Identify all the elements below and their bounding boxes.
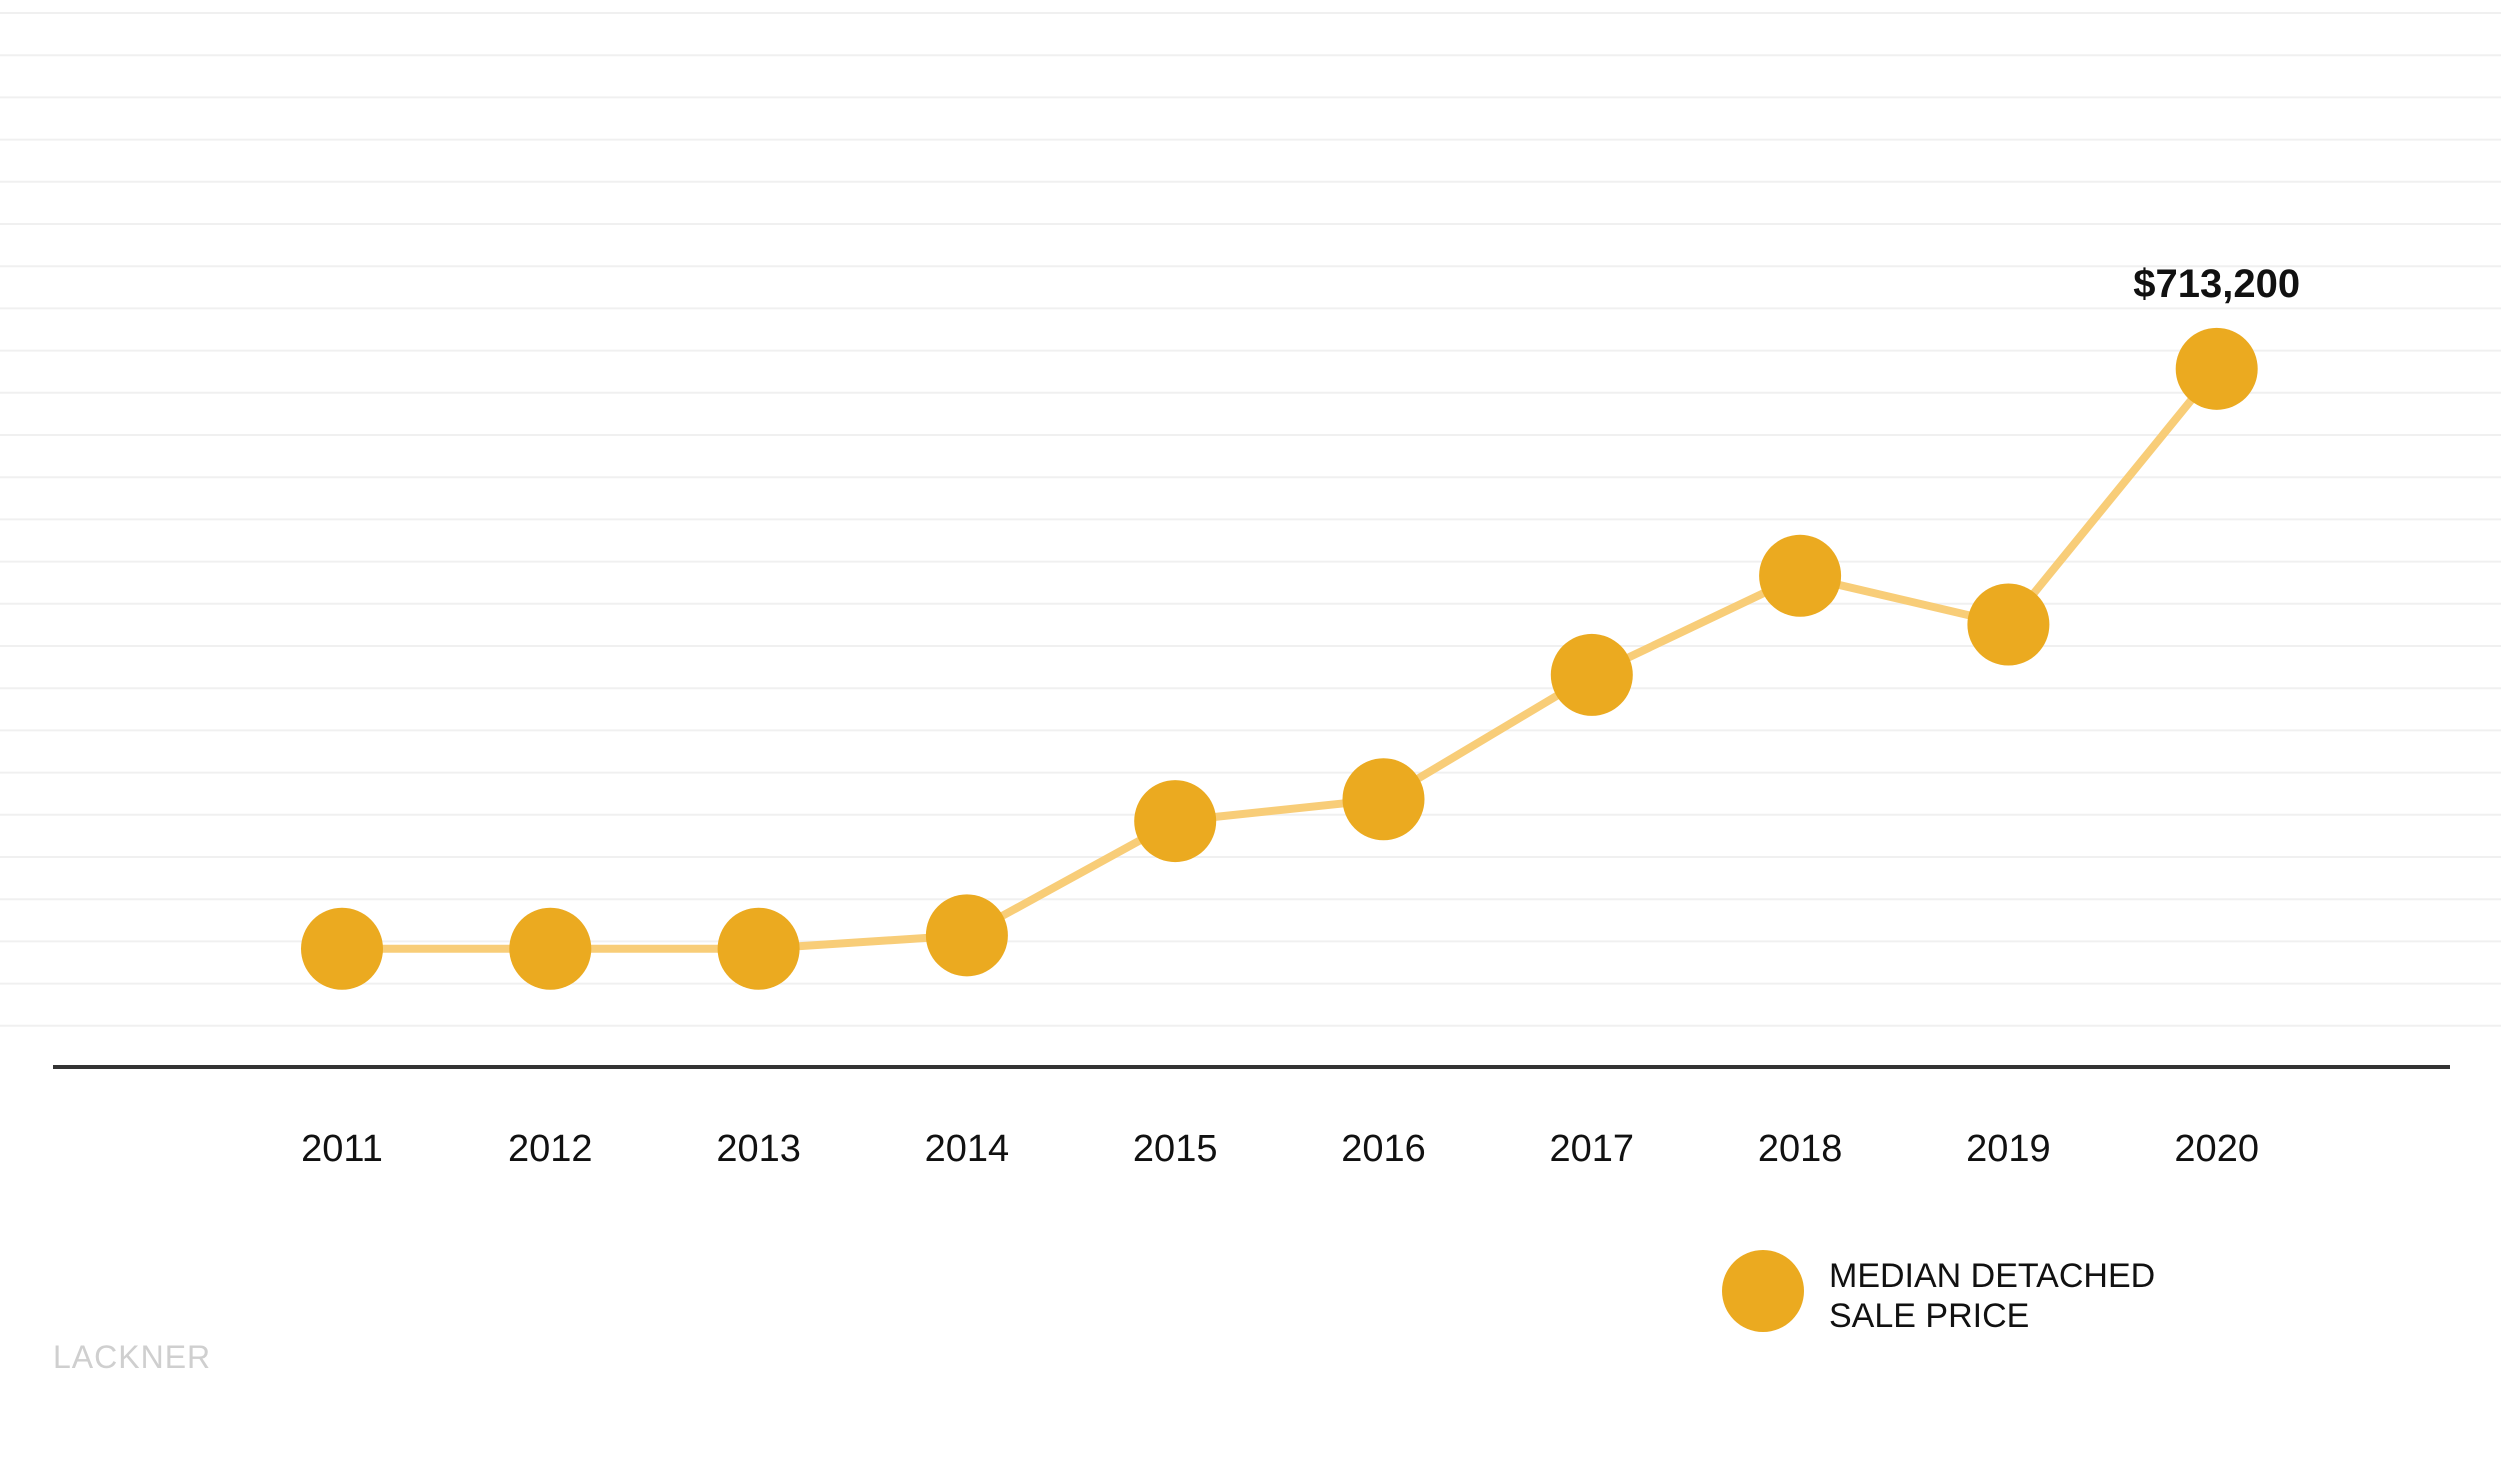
x-tick-labels: 2011 2012 2013 2014 2015 2016 2017 2018 2019 2020	[301, 1128, 2259, 1170]
data-point-2011	[301, 907, 383, 990]
x-tick-label-2013: 2013	[716, 1128, 801, 1170]
series-line	[338, 364, 2221, 953]
legend-marker	[1722, 1250, 1804, 1332]
x-tick-label-2014: 2014	[925, 1128, 1010, 1170]
brand-watermark: LACKNER	[53, 1339, 211, 1375]
data-point-2014	[925, 894, 1008, 977]
x-tick-label-2012: 2012	[508, 1128, 593, 1170]
x-tick-label-2020: 2020	[2174, 1128, 2259, 1170]
data-point-2017	[1550, 633, 1633, 716]
legend: MEDIAN DETACHED SALE PRICE	[1722, 1250, 2155, 1335]
data-point-2012	[509, 907, 592, 990]
data-point-2016	[1342, 758, 1425, 841]
data-point-2020	[2175, 327, 2258, 410]
x-tick-label-2019: 2019	[1966, 1128, 2051, 1170]
value-annotation-label: $713,200	[2133, 262, 2300, 306]
x-tick-label-2018: 2018	[1758, 1128, 1843, 1170]
legend-label-line-2: SALE PRICE	[1829, 1297, 2029, 1335]
data-markers	[301, 327, 2258, 990]
x-tick-label-2017: 2017	[1550, 1128, 1635, 1170]
x-tick-label-2015: 2015	[1133, 1128, 1218, 1170]
data-point-2019	[1967, 583, 2050, 666]
data-point-2015	[1134, 780, 1217, 863]
gridlines	[0, 12, 2501, 1027]
data-point-2013	[717, 907, 800, 990]
legend-label-line-1: MEDIAN DETACHED	[1829, 1257, 2155, 1295]
x-tick-label-2016: 2016	[1341, 1128, 1426, 1170]
x-tick-label-2011: 2011	[301, 1128, 383, 1170]
data-point-2018	[1759, 534, 1842, 617]
